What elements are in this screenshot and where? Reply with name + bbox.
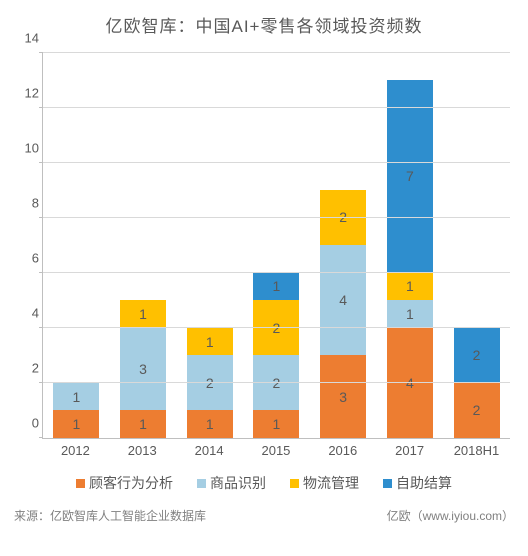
bar-segment-s3: 1 xyxy=(120,300,166,328)
gridline xyxy=(43,52,510,53)
chart-area: 111311211221342411722 02468101214 201220… xyxy=(14,47,514,467)
plot-area: 111311211221342411722 02468101214 xyxy=(42,53,510,439)
y-axis-label: 10 xyxy=(17,141,39,156)
bar-segment-s1: 1 xyxy=(187,410,233,438)
gridline xyxy=(43,162,510,163)
bar-column: 131 xyxy=(120,300,166,438)
legend-label: 物流管理 xyxy=(303,473,359,493)
x-axis-label: 2018H1 xyxy=(448,443,504,467)
legend-label: 顾客行为分析 xyxy=(89,473,173,493)
bar-segment-s2: 3 xyxy=(120,328,166,411)
bar-column: 4117 xyxy=(387,80,433,438)
gridline xyxy=(43,217,510,218)
brand-label: 亿欧（www.iyiou.com） xyxy=(387,507,514,524)
legend-swatch xyxy=(197,479,206,488)
legend-item: 物流管理 xyxy=(290,473,359,493)
y-axis-label: 6 xyxy=(17,251,39,266)
bar-segment-s2: 4 xyxy=(320,245,366,355)
bar-column: 11 xyxy=(53,383,99,438)
footer: 来源：亿欧智库人工智能企业数据库 亿欧（www.iyiou.com） xyxy=(14,507,514,524)
gridline xyxy=(43,382,510,383)
y-axis-label: 0 xyxy=(17,416,39,431)
y-tick xyxy=(39,107,43,108)
y-axis-label: 8 xyxy=(17,196,39,211)
bar-segment-s4: 1 xyxy=(253,273,299,301)
x-axis-label: 2016 xyxy=(315,443,371,467)
x-axis-labels: 2012 2013 2014 2015 2016 2017 2018H1 xyxy=(42,443,510,467)
legend-item: 顾客行为分析 xyxy=(76,473,173,493)
x-axis-label: 2017 xyxy=(382,443,438,467)
x-axis-label: 2015 xyxy=(248,443,304,467)
chart-container: 亿欧智库：中国AI+零售各领域投资频数 11131121122134241172… xyxy=(0,0,528,556)
bar-segment-s2: 1 xyxy=(387,300,433,328)
bar-segment-s3: 1 xyxy=(187,328,233,356)
bar-segment-s1: 3 xyxy=(320,355,366,438)
legend-swatch xyxy=(76,479,85,488)
y-axis-label: 14 xyxy=(17,31,39,46)
bar-column: 1221 xyxy=(253,273,299,438)
bar-segment-s1: 1 xyxy=(53,410,99,438)
y-axis-label: 4 xyxy=(17,306,39,321)
gridline xyxy=(43,107,510,108)
legend-swatch xyxy=(290,479,299,488)
y-axis-label: 12 xyxy=(17,86,39,101)
y-tick xyxy=(39,217,43,218)
chart-title: 亿欧智库：中国AI+零售各领域投资频数 xyxy=(14,8,514,47)
legend-label: 商品识别 xyxy=(210,473,266,493)
x-axis-label: 2012 xyxy=(47,443,103,467)
bar-segment-s2: 1 xyxy=(53,383,99,411)
bar-segment-s1: 1 xyxy=(253,410,299,438)
legend: 顾客行为分析 商品识别 物流管理 自助结算 xyxy=(14,473,514,493)
y-tick xyxy=(39,327,43,328)
legend-label: 自助结算 xyxy=(396,473,452,493)
legend-item: 商品识别 xyxy=(197,473,266,493)
bar-column: 342 xyxy=(320,190,366,438)
bar-segment-s1: 1 xyxy=(120,410,166,438)
y-tick xyxy=(39,162,43,163)
bar-segment-s4: 7 xyxy=(387,80,433,273)
legend-swatch xyxy=(383,479,392,488)
bar-segment-s4: 2 xyxy=(454,328,500,383)
x-axis-label: 2013 xyxy=(114,443,170,467)
y-tick xyxy=(39,382,43,383)
bar-segment-s3: 1 xyxy=(387,273,433,301)
bars-group: 111311211221342411722 xyxy=(43,53,510,438)
source-label: 来源：亿欧智库人工智能企业数据库 xyxy=(14,507,206,524)
x-axis-label: 2014 xyxy=(181,443,237,467)
y-tick xyxy=(39,52,43,53)
y-tick xyxy=(39,437,43,438)
y-axis-label: 2 xyxy=(17,361,39,376)
gridline xyxy=(43,272,510,273)
legend-item: 自助结算 xyxy=(383,473,452,493)
y-tick xyxy=(39,272,43,273)
gridline xyxy=(43,327,510,328)
bar-segment-s1: 2 xyxy=(454,383,500,438)
